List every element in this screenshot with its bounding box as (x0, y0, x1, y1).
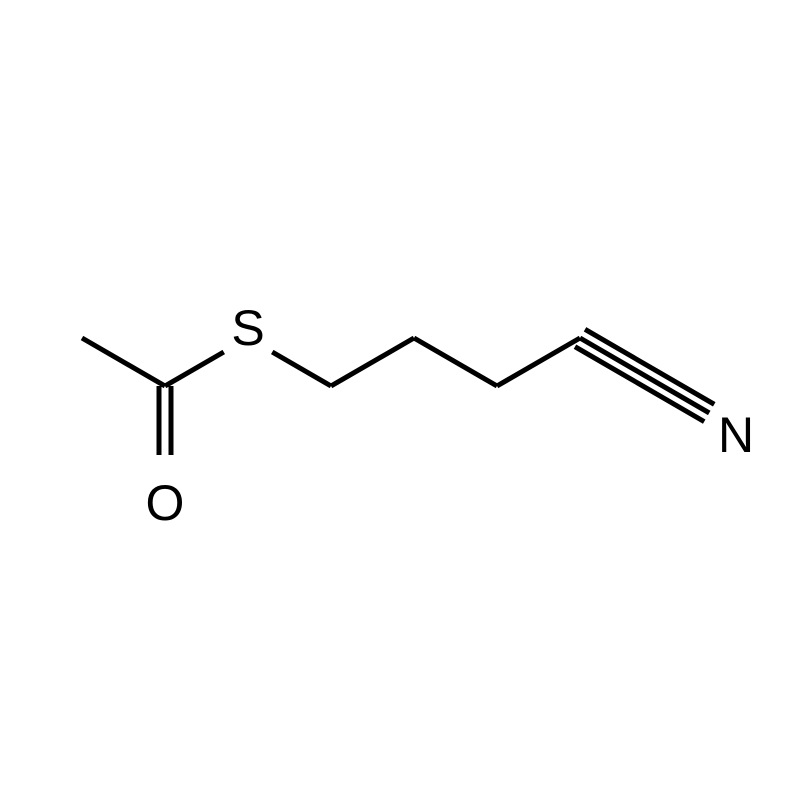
atom-label-o: O (146, 475, 185, 531)
bond-line (165, 352, 224, 386)
bond-line (575, 347, 704, 422)
molecule-diagram: O S N (0, 0, 800, 800)
bond-line (580, 338, 709, 413)
bond-line (585, 329, 714, 404)
bond-line (272, 352, 331, 386)
atom-label-n: N (718, 407, 754, 463)
bond-line (82, 338, 165, 386)
bond-line (497, 338, 580, 386)
bond-line (414, 338, 497, 386)
bond-line (331, 338, 414, 386)
atom-label-s: S (231, 300, 264, 356)
